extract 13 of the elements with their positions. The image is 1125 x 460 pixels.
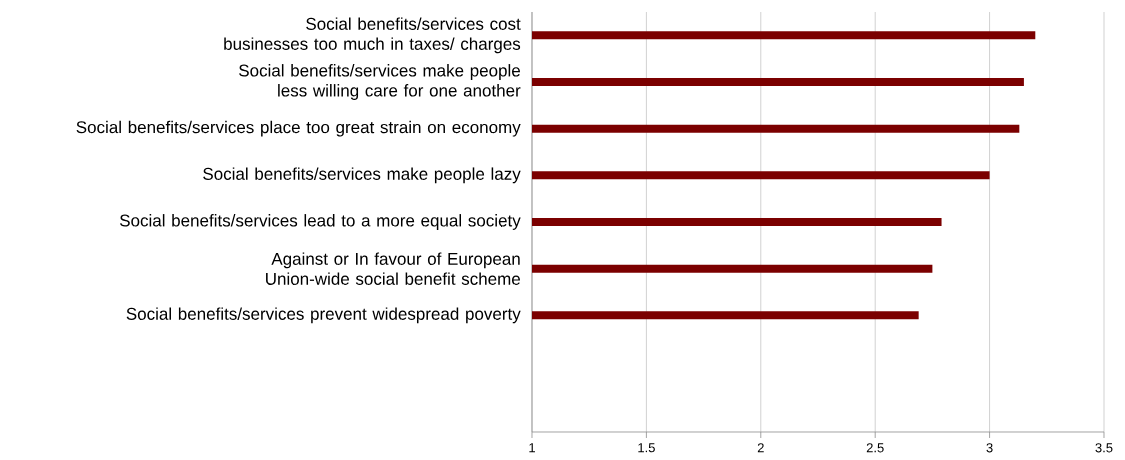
- y-tick-label: Social benefits/services make people less willing care for one another: [239, 64, 521, 100]
- y-tick-label: Social benefits/services make people lazy: [203, 167, 521, 184]
- x-tick-label: 2.5: [866, 443, 884, 453]
- y-tick-label: Social benefits/services cost businesses too much in taxes/ charges: [224, 17, 521, 54]
- x-tick-label: 3.5: [1095, 443, 1113, 453]
- x-tick-label: 1.5: [638, 443, 655, 453]
- x-tick-label: 1: [529, 443, 535, 453]
- y-tick-label: Social benefits/services lead to a more equal society: [119, 214, 521, 230]
- x-tick-label: 2: [757, 443, 764, 453]
- y-tick-label: Social benefits/services place too great strain on economy: [76, 120, 521, 137]
- x-tick-label: 3: [986, 443, 993, 453]
- y-tick-label: Against or In favour of European Union-wide social benefit scheme: [266, 252, 520, 285]
- y-tick-label: Social benefits/services prevent widespread poverty: [126, 307, 521, 324]
